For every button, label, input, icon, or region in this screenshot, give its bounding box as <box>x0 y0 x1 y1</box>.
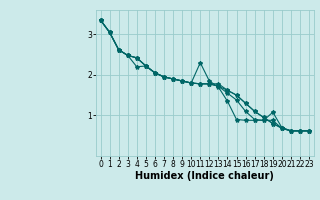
X-axis label: Humidex (Indice chaleur): Humidex (Indice chaleur) <box>135 171 274 181</box>
